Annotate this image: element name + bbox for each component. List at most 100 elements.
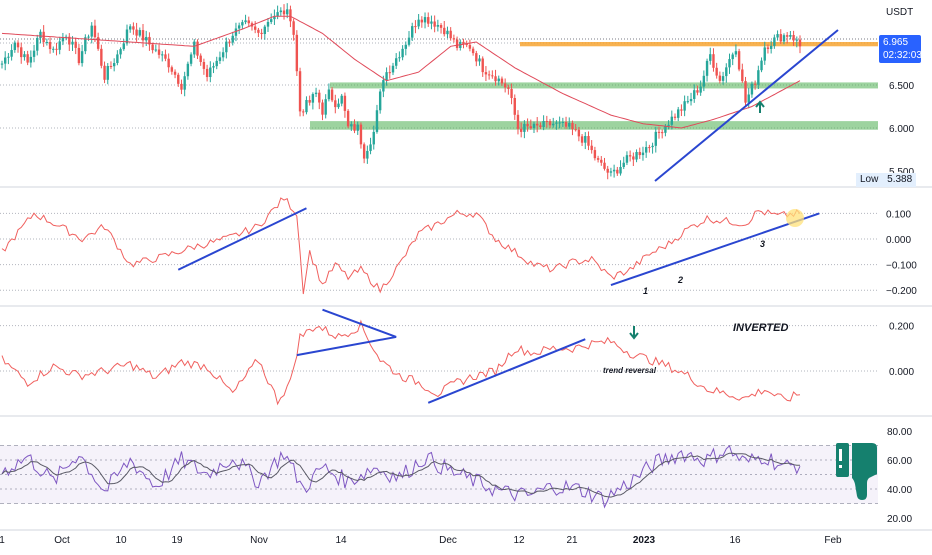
candle-body	[215, 60, 218, 67]
candle-body	[199, 55, 202, 62]
candle-body	[366, 150, 369, 159]
candle-body	[776, 34, 779, 38]
candle-body	[302, 111, 305, 113]
candle-body	[709, 54, 712, 61]
candle-body	[100, 48, 103, 66]
candle-body	[638, 151, 641, 156]
candle-body	[295, 34, 299, 72]
rsi-tick-label: 60.00	[887, 456, 912, 467]
candle-body	[741, 69, 744, 82]
candle-body	[359, 124, 363, 145]
candle-body	[394, 58, 398, 66]
candle-body	[186, 63, 190, 77]
rsi-line	[1, 445, 801, 509]
current-price-tag: 6.965 02:32:03	[879, 35, 922, 63]
candle-body	[36, 38, 39, 51]
highlight-marker	[786, 209, 804, 227]
candle-body	[218, 57, 222, 61]
candle-body	[141, 30, 145, 41]
osc1-tick-label: −0.100	[886, 261, 917, 272]
candle-body	[398, 57, 401, 59]
candle-body	[321, 102, 324, 115]
candle-body	[699, 86, 702, 93]
candle-body	[116, 54, 119, 64]
candle-body	[648, 147, 651, 149]
candle-body	[263, 26, 266, 35]
candle-body	[237, 25, 241, 29]
candle-body	[372, 131, 375, 145]
candle-body	[584, 136, 587, 143]
candle-body	[212, 66, 215, 68]
candle-body	[561, 121, 565, 123]
candle-body	[234, 28, 238, 36]
candle-body	[644, 147, 648, 153]
candle-body	[654, 131, 657, 146]
candle-body	[71, 41, 74, 45]
candle-body	[177, 74, 180, 84]
candle-body	[747, 94, 750, 103]
rsi-band	[0, 445, 878, 504]
x-axis-tick-label: 16	[729, 535, 741, 546]
candle-body	[80, 51, 84, 64]
trend-reversal-annotation: trend reversal	[603, 366, 657, 375]
candle-body	[795, 39, 798, 41]
candle-body	[61, 37, 65, 42]
candle-body	[23, 54, 26, 58]
candle-body	[356, 124, 359, 131]
low-label: Low	[860, 174, 879, 185]
candle-body	[433, 21, 436, 27]
candle-body	[737, 51, 741, 70]
x-axis-tick-label: 19	[171, 535, 183, 546]
candle-body	[481, 58, 484, 73]
candle-body	[622, 162, 625, 167]
candle-body	[378, 91, 382, 111]
candle-body	[228, 41, 231, 43]
x-axis-tick-label: Dec	[439, 535, 457, 546]
triangle-side	[296, 335, 397, 357]
candle-body	[657, 131, 661, 133]
candle-body	[536, 123, 539, 126]
candle-body	[734, 51, 738, 55]
candle-body	[766, 47, 770, 49]
candle-body	[279, 10, 283, 13]
candle-body	[125, 29, 129, 44]
candle-body	[292, 21, 295, 35]
rsi-tick-label: 40.00	[887, 485, 912, 496]
x-axis-tick-label: 10	[115, 535, 127, 546]
candle-body	[542, 121, 545, 127]
candle-body	[167, 58, 170, 68]
candle-body	[414, 26, 417, 28]
candle-body	[298, 71, 302, 112]
candle-body	[571, 122, 574, 130]
osc1-tick-label: −0.200	[886, 286, 917, 297]
candle-body	[276, 12, 279, 17]
candle-body	[109, 66, 113, 68]
candle-body	[763, 47, 766, 61]
candle-body	[564, 121, 568, 127]
candle-body	[337, 103, 340, 108]
candle-body	[48, 42, 52, 50]
up-arrow-icon	[755, 100, 765, 113]
triangle-side	[322, 308, 397, 338]
candle-body	[443, 27, 446, 35]
candle-body	[369, 144, 372, 151]
candle-body	[465, 44, 468, 46]
oscillator-1-line	[1, 197, 801, 295]
price-tick-label: 6.500	[889, 81, 914, 92]
x-axis-tick-label: 12	[513, 535, 525, 546]
candle-body	[135, 29, 138, 36]
candle-body	[189, 54, 193, 64]
candle-body	[74, 41, 77, 48]
candle-body	[757, 70, 760, 85]
candle-body	[221, 52, 225, 58]
candle-body	[785, 35, 789, 37]
moving-average-line	[1, 15, 801, 129]
candle-body	[20, 47, 23, 58]
candle-body	[673, 116, 677, 118]
candle-body	[340, 95, 343, 104]
candle-body	[209, 67, 212, 78]
candle-body	[510, 88, 513, 99]
candle-body	[196, 41, 199, 56]
candle-body	[680, 109, 683, 111]
